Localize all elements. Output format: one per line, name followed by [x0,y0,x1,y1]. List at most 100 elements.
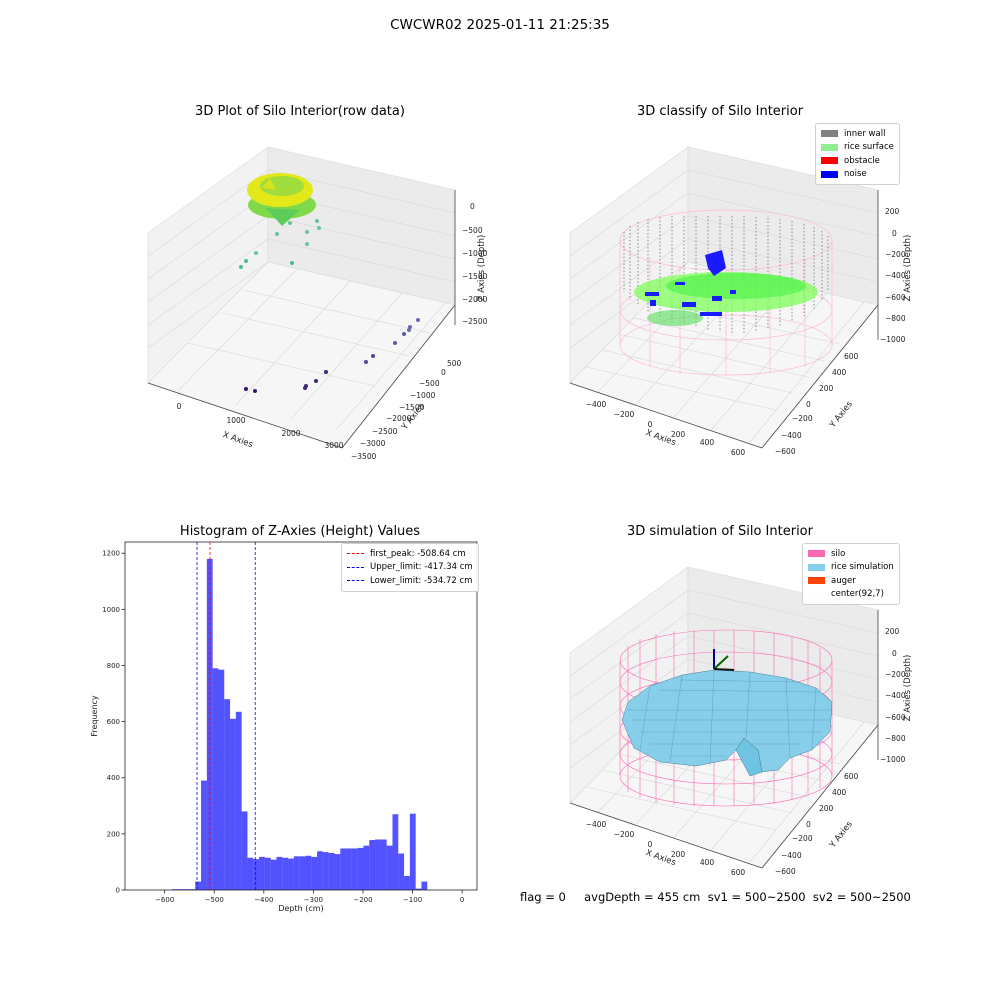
classify-x-tick: −200 [614,410,635,419]
legend-swatch [821,157,838,165]
histogram-bar [386,845,393,890]
raw-z-tick: −2000 [462,295,488,304]
sim-plot-z-ticks: 200 0 −200 −400 −600 −800 −1000 [880,627,906,764]
raw-y-tick: −2500 [372,427,398,436]
sim-y-tick: −200 [792,834,813,843]
raw-x-tick: 3000 [324,441,343,450]
histogram-bar [230,718,236,890]
sim-plot-title: 3D simulation of Silo Interior [627,524,813,539]
histogram-bar [409,813,416,890]
histogram-bar [172,889,190,890]
histogram-bar [241,811,248,890]
classify-z-tick: −1000 [880,335,906,344]
histogram-y-tick: 400 [107,774,120,782]
raw-y-tick: −3500 [351,452,377,461]
classify-z-tick: 200 [885,207,900,216]
figure-suptitle: CWCWR02 2025-01-11 21:25:35 [390,17,610,33]
legend-line [347,553,364,555]
classify-z-tick: −400 [885,271,906,280]
raw-plot-title: 3D Plot of Silo Interior(row data) [195,104,405,119]
sim-z-tick: −1000 [880,755,906,764]
legend-item-rice-simulation: rice simulation [808,561,894,575]
histogram-bar [259,856,265,890]
histogram-bar [328,852,335,890]
histogram-y-label: Frequency [90,695,99,737]
legend-item-first-peak: first_peak: -508.64 cm [347,547,473,561]
raw-y-tick: −500 [419,379,440,388]
histogram-bar [270,859,277,890]
raw-x-tick: 0 [177,402,182,411]
sim-x-tick: 200 [671,850,686,859]
histogram-x-tick: −500 [205,896,224,904]
sim-z-tick: 200 [885,627,900,636]
classify-x-tick: 400 [700,438,715,447]
classify-plot-z-ticks: 200 0 −200 −400 −600 −800 −1000 [880,207,906,344]
histogram-bar [247,857,254,890]
histogram-x-tick: −400 [254,896,273,904]
histogram-bars [172,558,428,890]
histogram-bar [415,888,422,890]
legend-swatch [808,563,825,571]
sim-legend: silo rice simulation auger center(92,7) [802,543,900,605]
legend-line [347,566,364,568]
histogram-y-tick: 200 [107,830,120,838]
legend-swatch [821,143,838,151]
classify-y-tick: 200 [819,384,834,393]
classify-z-axis-label: Z Axies (Depth) [903,235,913,302]
histogram-frame [124,541,478,891]
raw-plot-3d[interactable]: 0 1000 2000 3000 4000 X Axies 500 0 −500… [0,0,500,500]
histogram-bar [357,847,364,890]
raw-plot-scatter-points [239,219,420,393]
classify-z-tick: 0 [892,229,897,238]
histogram-x-label: Depth (cm) [278,904,323,913]
classify-plot-axes-lines [569,190,879,449]
classify-plot-title: 3D classify of Silo Interior [636,104,804,119]
histogram-bar [195,881,202,890]
classify-y-tick: −400 [781,431,802,440]
classify-z-tick: −600 [885,293,906,302]
sim-z-tick: −800 [885,734,906,743]
histogram-x-tick: 0 [460,896,464,904]
classify-y-tick: −600 [775,447,796,456]
histogram-bar [322,852,329,890]
sim-y-tick: 0 [806,820,811,829]
legend-item-auger: auger [808,574,894,588]
histogram-bar [253,859,260,890]
sim-x-tick: −400 [586,820,607,829]
raw-x-axis-label: X Axies [221,430,254,450]
histogram-bar [317,851,323,890]
sim-plot-3d[interactable]: −400 −200 0 200 400 600 X Axies 600 400 … [500,420,1000,920]
histogram-legend: first_peak: -508.64 cm Upper_limit: -417… [341,543,479,592]
classify-legend: inner wall rice surface obstacle noise [815,123,900,185]
legend-item-rice-surface: rice surface [821,141,894,155]
histogram-bar [380,839,387,890]
raw-plot-rice-blob [247,173,316,226]
histogram-bar [282,857,289,890]
legend-swatch [808,550,825,558]
sim-z-tick: 0 [892,649,897,658]
classify-plot-x-ticks: −400 −200 0 200 400 600 [586,400,746,457]
classify-y-tick: 600 [844,352,859,361]
classify-y-tick: −200 [792,414,813,423]
histogram-bar [235,711,242,890]
sim-x-tick: −200 [614,830,635,839]
histogram-bar [201,780,207,890]
histogram-bar [189,889,196,890]
histogram-x-ticks: −600 −500 −400 −300 −200 −100 0 [155,890,464,904]
sim-y-axis-label: Y Axies [827,819,855,851]
raw-z-tick: −500 [462,226,483,235]
raw-plot-x-ticks: 0 1000 2000 3000 4000 [177,402,344,450]
histogram-vlines [196,542,256,890]
legend-item-center: center(92,7) [808,588,894,602]
sim-x-tick: 0 [648,840,653,849]
histogram-bar [224,699,231,890]
raw-z-tick: −1000 [462,249,488,258]
legend-item-silo: silo [808,547,894,561]
raw-y-tick: 500 [447,359,462,368]
sim-plot-x-ticks: −400 −200 0 200 400 600 [586,820,746,877]
raw-plot-grid [147,169,456,431]
classify-plot-3d[interactable]: −400 −200 0 200 400 600 X Axies 600 400 … [500,0,1000,500]
status-footer: flag = 0 avgDepth = 455 cm sv1 = 500~250… [520,890,911,904]
sim-plot-axes-lines [569,610,879,869]
histogram-chart[interactable]: −600 −500 −400 −300 −200 −100 0 0 200 400 600 800 1… [0,500,500,920]
